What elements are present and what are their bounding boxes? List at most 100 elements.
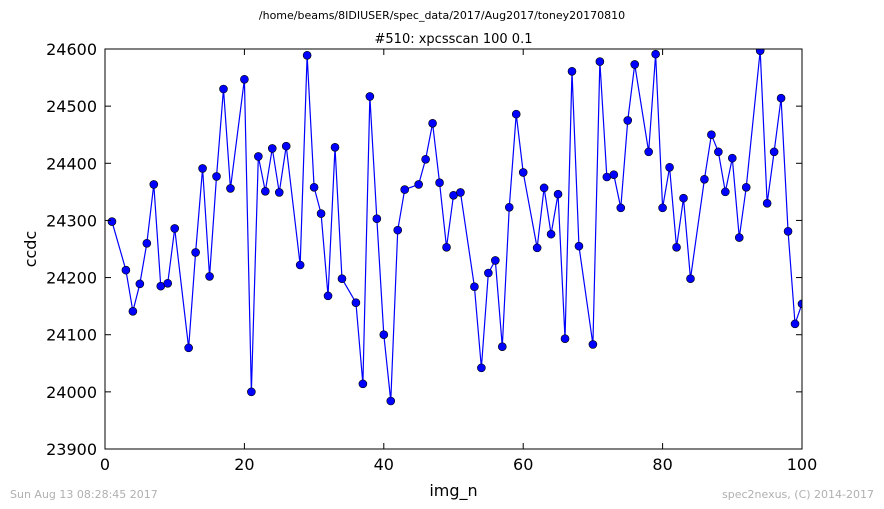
data-point <box>707 130 716 140</box>
x-tick-label: 60 <box>513 455 533 474</box>
data-point <box>274 188 284 197</box>
data-point <box>358 379 368 389</box>
data-point <box>163 278 173 288</box>
data-point <box>261 186 270 196</box>
chart-title: #510: xpcsscan 100 0.1 <box>375 32 533 47</box>
data-point <box>700 174 709 184</box>
data-point <box>226 184 235 193</box>
data-point <box>741 182 751 192</box>
y-tick-label: 24300 <box>46 211 97 230</box>
data-point <box>727 153 737 163</box>
x-tick-label: 80 <box>652 455 672 474</box>
data-point <box>191 248 200 257</box>
data-point <box>393 225 403 235</box>
data-point <box>240 74 249 84</box>
data-point <box>539 183 549 193</box>
data-point <box>721 187 730 197</box>
data-point <box>365 92 375 101</box>
data-point <box>672 242 681 252</box>
data-point <box>797 299 802 309</box>
data-point <box>553 189 563 199</box>
data-point <box>776 93 786 103</box>
y-tick-label: 23900 <box>46 440 97 459</box>
data-point <box>588 340 598 349</box>
data-point <box>783 226 793 236</box>
data-point <box>414 180 423 189</box>
data-point <box>574 241 584 251</box>
data-point <box>135 279 145 289</box>
data-point <box>790 319 800 329</box>
data-point <box>497 342 507 352</box>
data-point <box>247 387 256 397</box>
data-point <box>205 272 214 281</box>
y-tick-label: 24600 <box>46 40 97 59</box>
plot-frame <box>104 48 803 450</box>
data-point <box>330 142 340 152</box>
data-point <box>658 203 667 213</box>
data-point <box>623 116 633 125</box>
y-tick-label: 24200 <box>46 269 97 288</box>
data-point <box>386 396 396 406</box>
data-point <box>644 147 653 157</box>
x-tick-label: 0 <box>100 455 110 474</box>
data-point <box>567 66 577 76</box>
data-point <box>532 243 542 253</box>
data-point <box>142 238 152 248</box>
data-point <box>316 209 326 218</box>
data-point <box>351 298 361 308</box>
data-point <box>762 198 772 208</box>
data-point <box>184 343 193 353</box>
data-point <box>421 154 430 164</box>
figure-suptitle: /home/beams/8IDIUSER/spec_data/2017/Aug2… <box>258 9 626 22</box>
x-tick-label: 40 <box>374 455 394 474</box>
data-point <box>281 141 291 151</box>
data-point <box>219 84 228 94</box>
data-point <box>491 256 500 265</box>
data-point <box>714 147 723 157</box>
data-point <box>170 224 179 233</box>
data-point <box>665 162 674 172</box>
data-point <box>546 229 556 239</box>
data-point <box>560 334 570 344</box>
data-point <box>518 168 528 177</box>
data-point <box>484 268 493 278</box>
data-point <box>595 57 605 66</box>
data-point <box>609 170 619 180</box>
data-point <box>511 109 521 119</box>
data-point <box>337 274 347 284</box>
y-axis-label: ccdc <box>21 231 40 268</box>
data-point <box>470 282 479 292</box>
data-point <box>107 217 117 226</box>
footer-credit: spec2nexus, (C) 2014-2017 <box>722 488 874 501</box>
data-point <box>379 330 389 340</box>
footer-timestamp: Sun Aug 13 08:28:45 2017 <box>10 488 158 501</box>
x-tick-label: 20 <box>234 455 254 474</box>
data-point <box>121 265 131 275</box>
x-axis-label: img_n <box>429 481 477 501</box>
series-group <box>107 49 802 406</box>
data-point <box>128 306 138 316</box>
y-tick-label: 24400 <box>46 154 97 173</box>
series-line <box>111 50 802 402</box>
data-point <box>400 185 410 194</box>
data-point <box>442 242 451 252</box>
data-point <box>302 50 312 60</box>
data-point <box>769 147 779 157</box>
data-point <box>372 214 382 224</box>
x-tick-label: 100 <box>787 455 818 474</box>
data-point <box>651 49 660 59</box>
data-point <box>630 60 640 69</box>
data-point <box>477 363 486 373</box>
data-point <box>734 233 744 242</box>
y-tick-label: 24100 <box>46 326 97 345</box>
data-point <box>755 49 765 56</box>
data-point <box>267 144 277 153</box>
data-point <box>323 291 333 301</box>
data-point <box>198 164 207 173</box>
data-point <box>504 202 514 212</box>
data-point <box>428 118 437 128</box>
y-tick-label: 24500 <box>46 97 97 116</box>
data-point <box>435 178 444 188</box>
